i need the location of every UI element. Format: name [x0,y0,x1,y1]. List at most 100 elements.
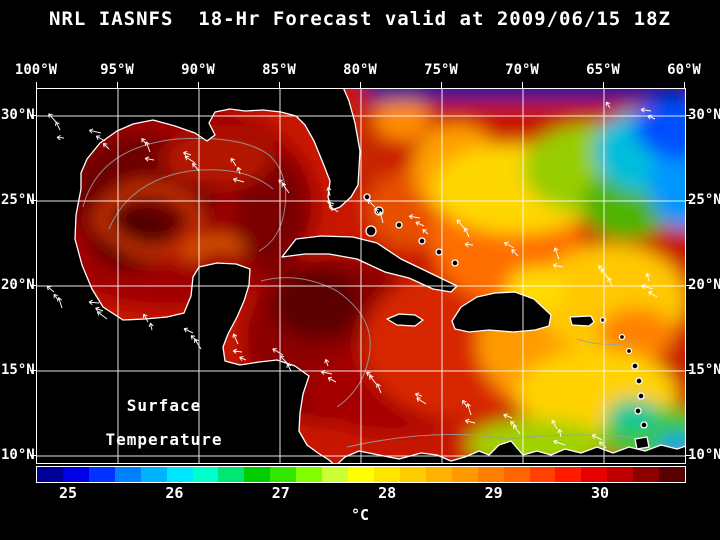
colorbar-segment [166,467,193,482]
land-jamaica [386,313,424,327]
field-annotation: Surface Temperature [69,389,259,457]
wind-arrow [327,376,337,383]
lat-tick-left [30,200,36,201]
lat-label-right: 20°N [688,277,720,293]
island [631,362,639,370]
wind-arrow [366,371,374,378]
colorbar-segment [114,467,141,482]
wind-arrow [88,128,102,134]
colorbar-segment [373,467,400,482]
wind-vectors [46,101,658,449]
lat-label-left: 25°N [1,192,35,208]
lon-label: 60°W [667,62,701,78]
wind-arrow [605,101,611,109]
wind-arrow [645,272,651,282]
wind-arrow [239,356,247,361]
colorbar-segment [37,467,63,482]
lon-label: 65°W [586,62,620,78]
wind-arrow [414,392,423,398]
wind-arrow [286,363,292,372]
wind-arrow [600,268,609,279]
colorbar-segment [503,467,530,482]
wind-arrow [320,369,333,375]
wind-arrow [278,179,286,186]
wind-arrow [236,166,242,175]
wind-arrow [55,121,61,131]
island [363,193,371,201]
wind-arrow [56,135,65,141]
island [418,237,426,245]
colorbar-tick: 26 [165,484,184,502]
island [618,333,626,341]
wind-arrow [327,200,335,206]
wind-arrow [456,219,466,230]
wind-arrow [102,142,110,150]
island [395,221,403,229]
island [599,316,607,324]
colorbar-segment [529,467,556,482]
wind-arrow [408,214,421,220]
wind-arrow [648,291,658,298]
lon-tick [360,82,361,88]
colorbar-segment [88,467,115,482]
island [640,421,648,429]
colorbar-segment [270,467,297,482]
wind-arrow [553,439,566,446]
wind-arrow [367,199,376,208]
wind-arrow [141,137,147,145]
wind-arrow [324,358,330,367]
wind-arrow [53,293,59,301]
colorbar-segment [659,467,686,482]
wind-arrow [597,265,605,271]
island [634,407,642,415]
wind-arrow [192,162,200,172]
island [635,377,643,385]
wind-arrow [144,156,155,162]
colorbar-segment [555,467,582,482]
island [637,392,645,400]
wind-arrow [96,311,108,320]
colorbar-segment [296,467,323,482]
wind-arrow [48,113,57,123]
lat-label-right: 15°N [688,362,720,378]
lat-tick-right [685,455,691,456]
lon-tick [684,82,685,88]
island [435,248,443,256]
land-trinidad [634,436,650,450]
colorbar-tick: 27 [271,484,290,502]
wind-arrow [598,441,607,449]
wind-arrow [279,355,288,364]
wind-arrow [95,306,104,312]
colorbar-segment [451,467,478,482]
wind-arrow [148,322,154,331]
colorbar-segment [244,467,271,482]
wind-arrow [510,421,517,427]
colorbar-segment [322,467,349,482]
lat-tick-right [685,285,691,286]
wind-arrow [511,249,519,257]
colorbar-segment [62,467,89,482]
lon-tick [441,82,442,88]
colorbar-segment [192,467,219,482]
colorbar-tick: 30 [590,484,610,502]
wind-arrow [552,263,564,269]
wind-arrow [551,419,558,430]
land-cuba [281,235,458,293]
colorbar-segment [633,467,660,482]
land-puerto-rico [569,315,595,327]
wind-arrow [607,277,613,287]
lat-label-right: 30°N [688,107,720,123]
colorbar-tick: 28 [378,484,397,502]
wind-arrow [272,348,284,356]
lon-label: 100°W [14,62,58,78]
lon-tick [36,82,37,88]
wind-arrow [640,107,652,113]
lat-tick-right [685,115,691,116]
wind-arrow [503,413,513,419]
colorbar-segment [140,467,167,482]
grid-lines [37,89,685,463]
lat-tick-right [685,200,691,201]
lon-label: 90°W [181,62,215,78]
wind-arrow [591,434,603,441]
